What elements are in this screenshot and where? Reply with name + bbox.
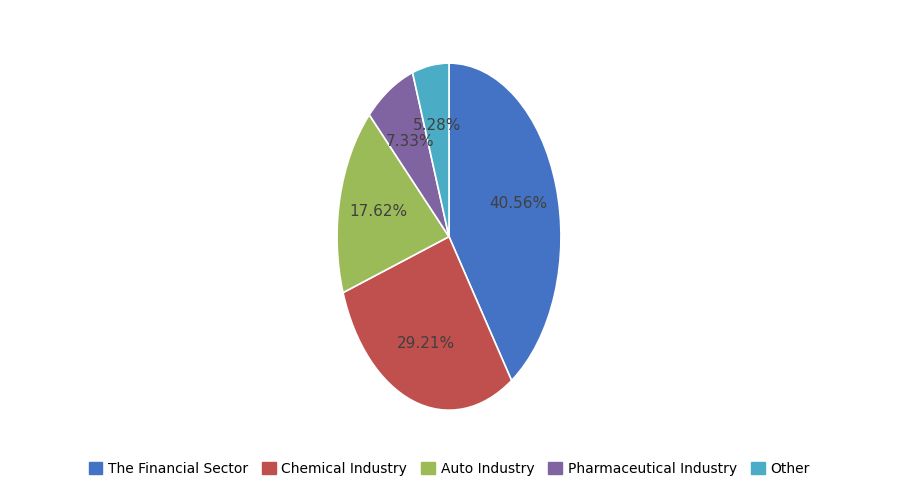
Wedge shape [369,72,449,237]
Wedge shape [343,237,512,410]
Text: 7.33%: 7.33% [386,134,435,149]
Wedge shape [412,63,449,237]
Text: 5.28%: 5.28% [413,118,462,133]
Text: 29.21%: 29.21% [397,336,455,351]
Wedge shape [449,63,561,381]
Legend: The Financial Sector, Chemical Industry, Auto Industry, Pharmaceutical Industry,: The Financial Sector, Chemical Industry,… [83,456,815,481]
Wedge shape [337,115,449,293]
Text: 17.62%: 17.62% [349,204,407,219]
Text: 40.56%: 40.56% [489,196,548,211]
